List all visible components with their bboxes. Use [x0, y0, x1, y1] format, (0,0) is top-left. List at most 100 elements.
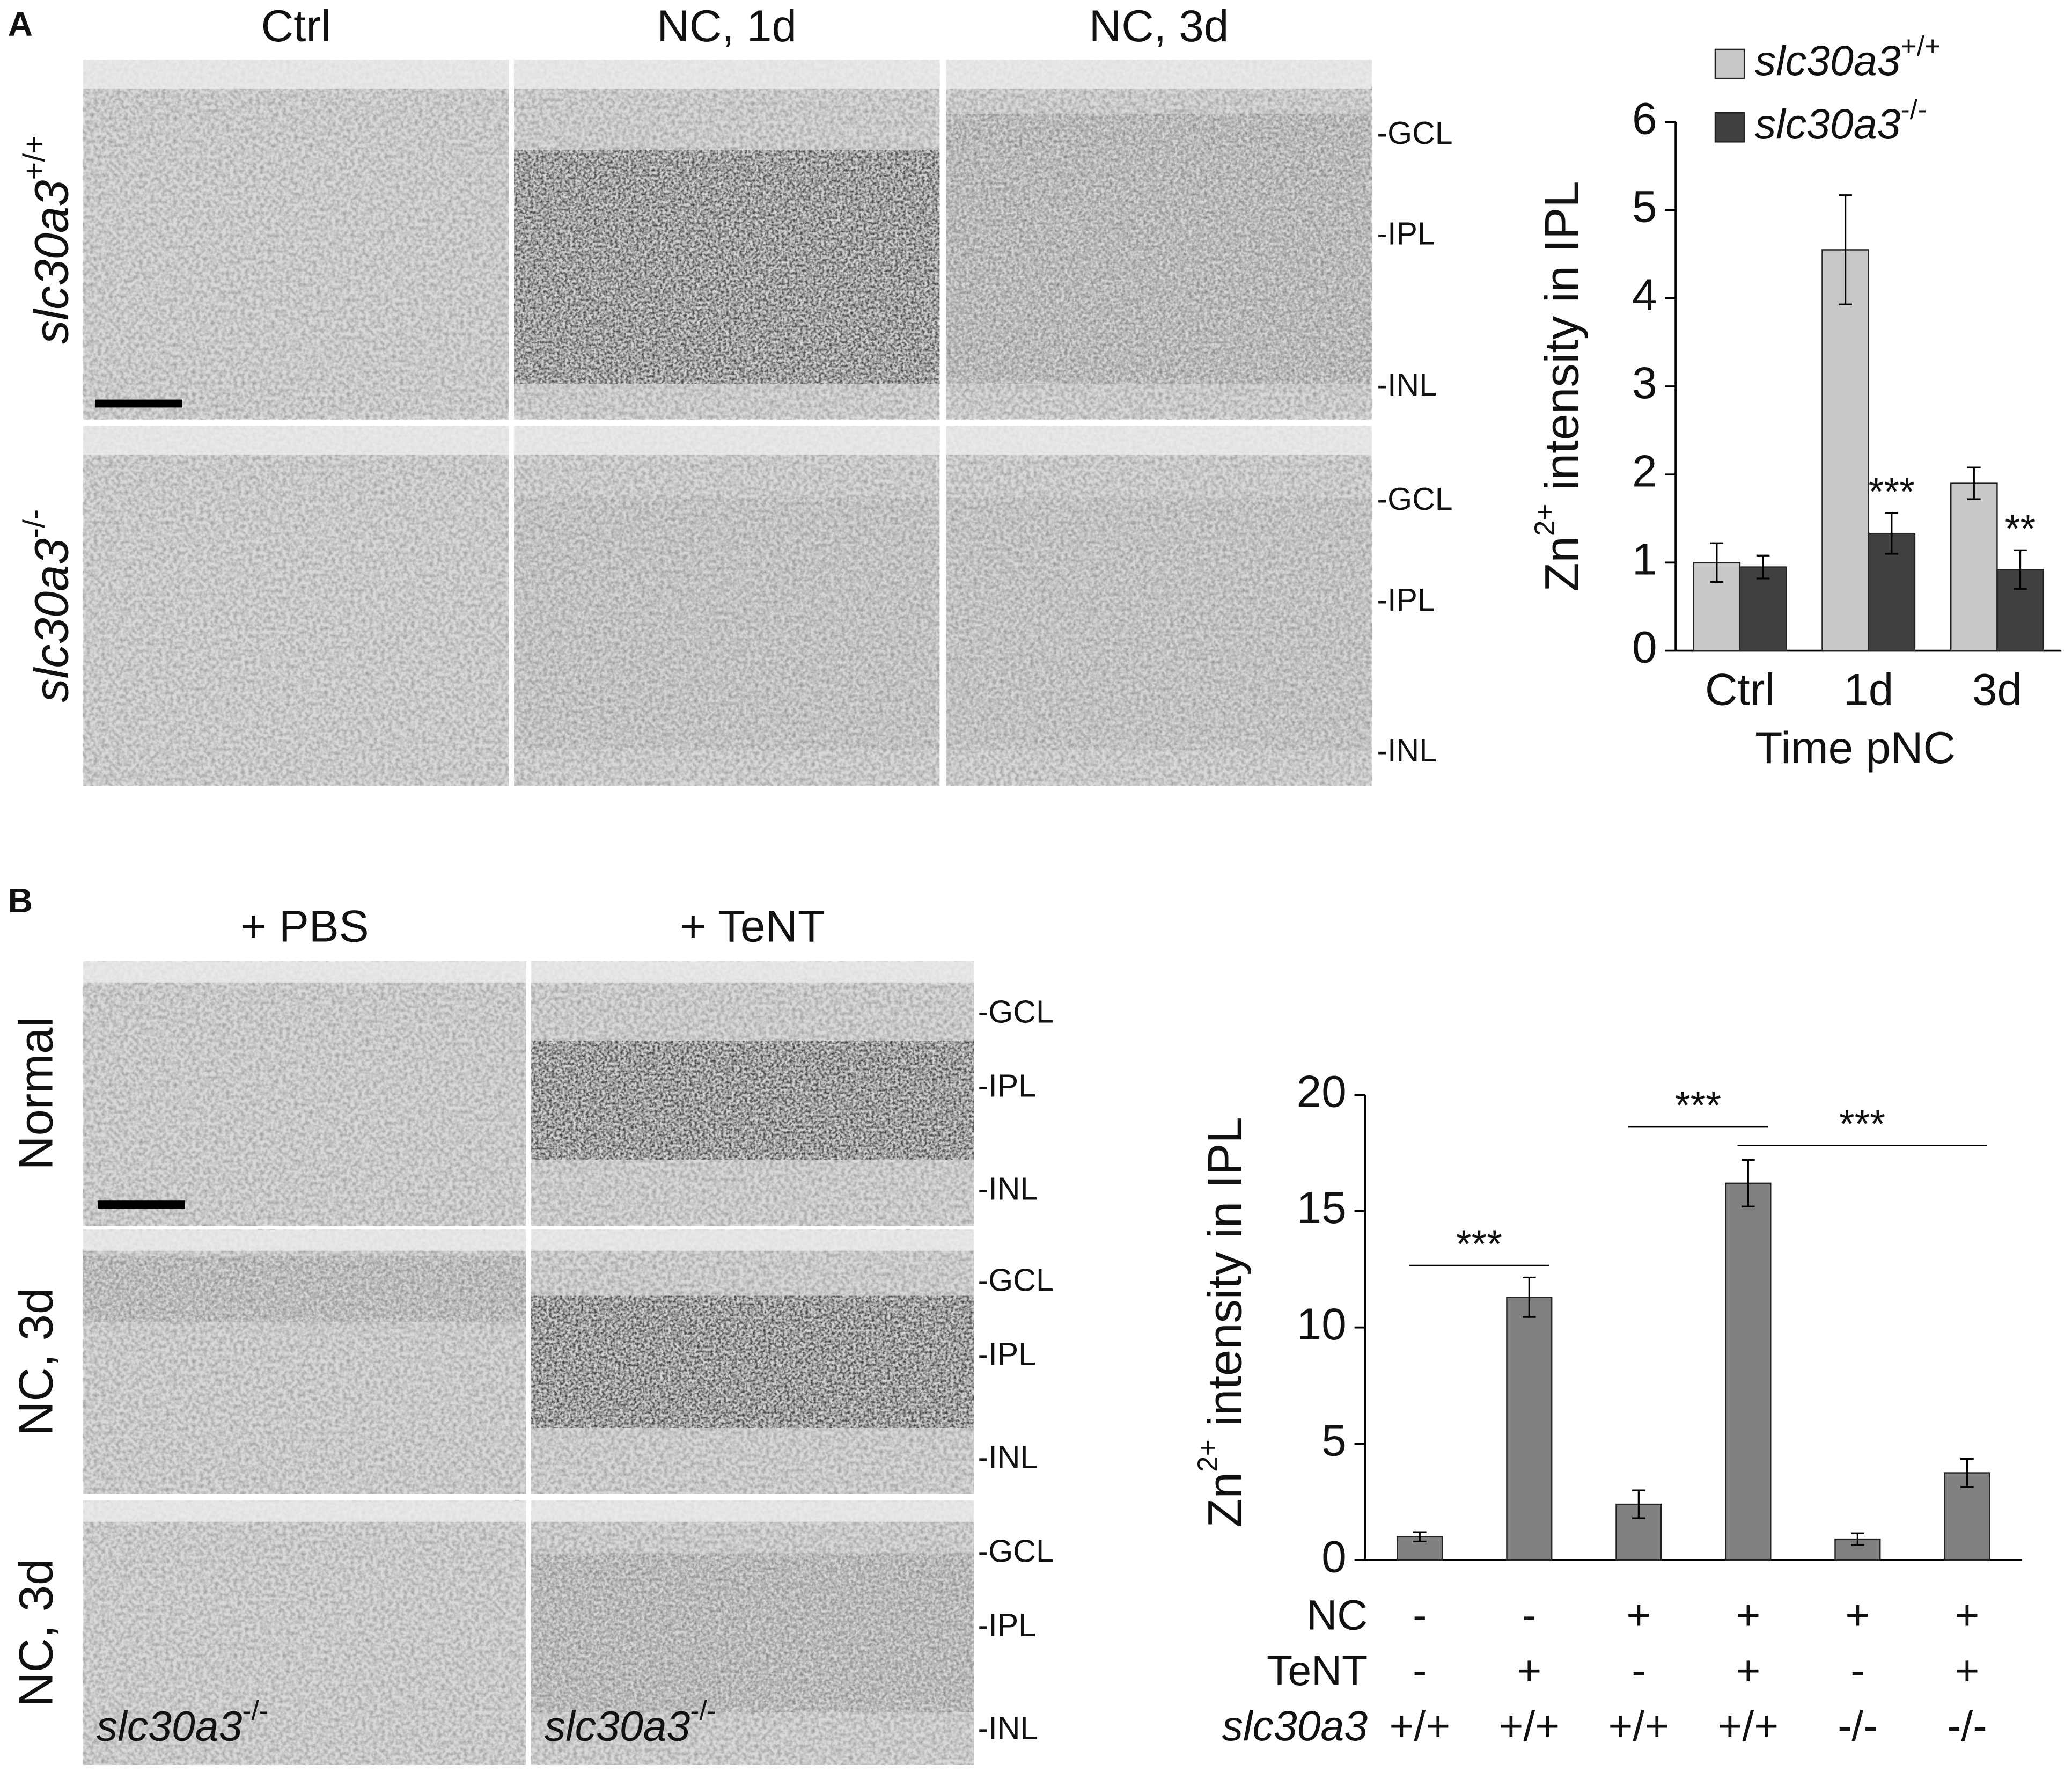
column-label: NC, 1d — [657, 1, 797, 51]
panel-label: B — [8, 881, 33, 920]
condition-value: - — [1850, 1647, 1864, 1694]
row-label: NC, 3d — [9, 1559, 62, 1707]
gene: slc30a3 — [25, 180, 78, 344]
condition-value: +/+ — [1389, 1702, 1450, 1749]
legend-genotype: +/+ — [1900, 30, 1941, 61]
y-tick-label: 20 — [1297, 1066, 1347, 1116]
bar — [1725, 1182, 1772, 1561]
y-tick-label: 5 — [1321, 1415, 1347, 1466]
y-tick-label: 6 — [1632, 93, 1657, 144]
legend-swatch — [1714, 48, 1745, 79]
column-label: + PBS — [240, 900, 369, 951]
image-label: slc30a3-/- — [97, 1695, 268, 1749]
micrograph-top — [83, 961, 526, 983]
micrograph-texture — [83, 426, 509, 786]
ylabel-base: Zn — [1535, 536, 1589, 591]
error-bar — [1710, 542, 1724, 583]
stain — [531, 1295, 974, 1428]
layer-label: -IPL — [978, 1336, 1036, 1372]
micrograph-top — [946, 426, 1372, 455]
y-tick-label: 10 — [1297, 1299, 1347, 1349]
error-bar — [1967, 466, 1981, 500]
legend-genotype: -/- — [1900, 93, 1927, 125]
condition-value: -/- — [1838, 1702, 1877, 1749]
layer-label: -INL — [1377, 367, 1437, 402]
error-bar — [1742, 1159, 1755, 1207]
ylabel-rest: intensity in IPL — [1535, 181, 1589, 503]
condition-value: -/- — [1947, 1702, 1987, 1749]
y-tick-label: 2 — [1632, 445, 1657, 496]
micrograph-texture — [83, 961, 526, 1226]
layer-label: -IPL — [1377, 215, 1435, 251]
layer-label: -INL — [978, 1710, 1038, 1746]
column-label: NC, 3d — [1089, 1, 1229, 51]
micrograph-top — [83, 1229, 526, 1251]
layer-label: -GCL — [978, 994, 1054, 1030]
micrograph-texture — [83, 1500, 526, 1765]
stain — [531, 1041, 974, 1160]
significance-label: *** — [1456, 1221, 1502, 1266]
genotype: -/- — [242, 1695, 268, 1725]
ylabel-sup: 2+ — [1192, 1439, 1224, 1472]
ylabel-sup: 2+ — [1529, 504, 1561, 537]
x-tick-label: 1d — [1843, 664, 1893, 715]
condition-label: TeNT — [1267, 1647, 1368, 1694]
y-tick-label: 3 — [1632, 357, 1657, 408]
gene: slc30a3 — [97, 1702, 243, 1749]
condition-value: +/+ — [1717, 1702, 1779, 1749]
genotype: -/- — [17, 509, 52, 538]
layer-label: -GCL — [978, 1262, 1054, 1298]
error-bar — [1413, 1531, 1427, 1543]
column-label: + TeNT — [680, 900, 825, 951]
x-tick-label: 3d — [1972, 664, 2022, 715]
condition-value: + — [1955, 1647, 1979, 1694]
condition-value: + — [1517, 1647, 1541, 1694]
ylabel-base: Zn — [1199, 1472, 1252, 1527]
layer-label: -GCL — [1377, 481, 1452, 517]
stain — [83, 1256, 526, 1322]
error-bar — [1756, 554, 1770, 580]
layer-label: -INL — [978, 1439, 1038, 1475]
bar — [1950, 482, 1998, 651]
error-bar — [1885, 512, 1899, 555]
image-label: slc30a3-/- — [545, 1695, 716, 1749]
y-tick-label: 4 — [1632, 269, 1657, 320]
micrograph-top — [531, 961, 974, 983]
legend-name: slc30a3 — [1755, 37, 1901, 84]
layer-label: -IPL — [1377, 582, 1435, 618]
y-tick-label: 0 — [1632, 622, 1657, 672]
legend-label: slc30a3-/- — [1755, 93, 1927, 148]
panel-label: A — [8, 5, 33, 43]
condition-value: + — [1626, 1591, 1651, 1638]
condition-value: + — [1736, 1647, 1760, 1694]
condition-value: + — [1845, 1591, 1870, 1638]
annotation: *** — [1869, 469, 1915, 514]
micrograph-top — [531, 1500, 974, 1522]
row-label: Normal — [9, 1017, 62, 1170]
micrograph-texture — [83, 60, 509, 420]
layer-label: -IPL — [978, 1067, 1036, 1103]
stain — [514, 497, 940, 750]
y-axis-label: Zn2+ intensity in IPL — [1529, 181, 1589, 591]
condition-value: - — [1413, 1591, 1427, 1638]
bar — [1739, 566, 1787, 651]
error-bar — [1523, 1276, 1536, 1318]
error-bar — [1632, 1489, 1645, 1519]
condition-value: + — [1955, 1591, 1979, 1638]
condition-value: - — [1522, 1591, 1536, 1638]
x-axis-label: Time pNC — [1755, 722, 1956, 773]
legend-label: slc30a3+/+ — [1755, 30, 1941, 84]
condition-label: NC — [1306, 1591, 1368, 1638]
y-tick-label: 0 — [1321, 1531, 1347, 1581]
scale-bar — [95, 399, 182, 408]
error-bar — [1839, 194, 1852, 305]
micrograph-top — [514, 60, 940, 89]
stain — [531, 1553, 974, 1712]
micrograph-top — [83, 426, 509, 455]
y-axis-label: Zn2+ intensity in IPL — [1192, 1117, 1252, 1527]
gene: slc30a3 — [545, 1702, 690, 1749]
condition-value: - — [1632, 1647, 1645, 1694]
x-tick-label: Ctrl — [1705, 664, 1775, 715]
stain — [514, 150, 940, 384]
